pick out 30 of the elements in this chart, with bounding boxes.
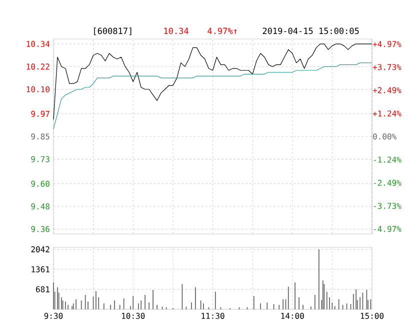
text: 4.97%↑ <box>208 28 237 34</box>
y-tick-label: 9.36 <box>31 226 50 232</box>
y-tick-label: 9.73 <box>31 156 50 162</box>
y-tick-label: 10.22 <box>26 64 50 70</box>
y2-tick-label: +4.97% <box>372 40 402 48</box>
y2-tick-label: +1.24% <box>372 110 402 116</box>
y-tick-label: 681 <box>36 286 50 292</box>
y-tick-label: 9.48 <box>31 203 50 210</box>
y-tick-label: 9.97 <box>31 110 50 117</box>
y-tick-label: 9.60 <box>31 180 50 187</box>
x-tick-label: 14:00 <box>281 312 304 319</box>
y2-tick-label: -4.97% <box>374 226 402 232</box>
x-tick-label: 9:30 <box>44 312 63 319</box>
x-tick-label: 15:00 <box>360 312 384 319</box>
text: 10.34 <box>164 28 188 34</box>
text: 2019-04-15 15:00:05 <box>262 28 359 34</box>
y2-tick-label: -2.49% <box>374 180 402 186</box>
y-tick-label: 10.10 <box>26 86 50 92</box>
y-tick-label: 10.34 <box>26 40 50 47</box>
y2-tick-label: +2.49% <box>372 87 402 94</box>
y-tick-label: 2042 <box>31 246 50 252</box>
x-tick-label: 11:30 <box>202 312 224 319</box>
y2-tick-label: -3.73% <box>374 202 402 209</box>
x-tick-label: 10:30 <box>122 312 145 319</box>
y-tick-label: 9.85 <box>31 133 50 140</box>
y2-tick-label: 0.00% <box>373 133 396 140</box>
y2-tick-label: -1.24% <box>374 156 402 163</box>
y2-tick-label: +3.73% <box>372 64 402 70</box>
y-tick-label: 1361 <box>32 266 50 272</box>
text: [600817] <box>94 28 132 36</box>
